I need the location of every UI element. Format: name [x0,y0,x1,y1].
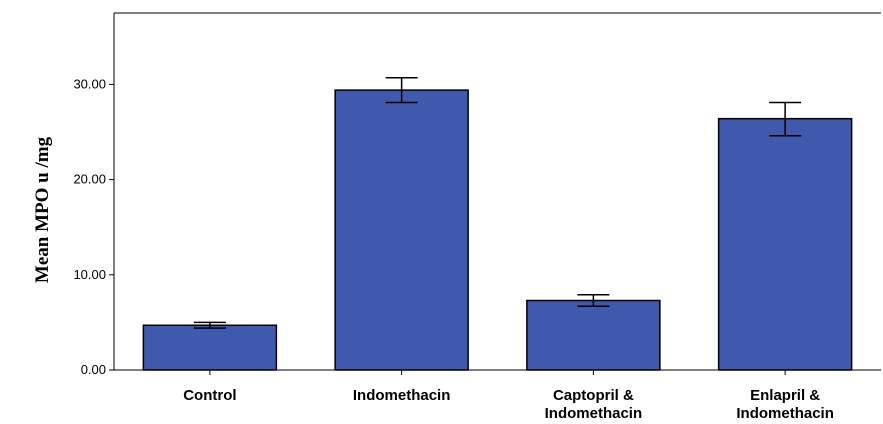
bars [142,89,853,371]
x-category-label-line: Indomethacin [545,405,643,422]
bar [334,89,469,371]
x-category-label-line: Captopril & [553,387,634,404]
bar [142,324,278,371]
y-tick-label: 10.00 [73,267,106,282]
x-category-label: Control [183,387,236,404]
y-tick-label: 30.00 [73,76,106,91]
x-category-label-line: Control [183,387,236,404]
bar [717,117,853,371]
error-bars [193,76,802,329]
x-category-label-line: Indomethacin [353,387,451,404]
x-axis-labels: Control Indomethacin Captopril & Indomethac… [183,370,834,422]
y-axis-title: Mean MPO u /mg [32,136,53,283]
y-axis: 0.00 10.00 20.00 30.00 [73,76,114,377]
x-category-label-line: Enlapril & [750,387,820,404]
x-category-label-line: Indomethacin [736,405,834,422]
bar [526,299,661,371]
y-tick-label: 0.00 [81,362,106,377]
x-category-label: Indomethacin [353,387,451,404]
y-tick-label: 20.00 [73,172,106,187]
x-category-label: Enlapril & Indomethacin [736,387,834,422]
x-category-label: Captopril & Indomethacin [545,387,643,422]
